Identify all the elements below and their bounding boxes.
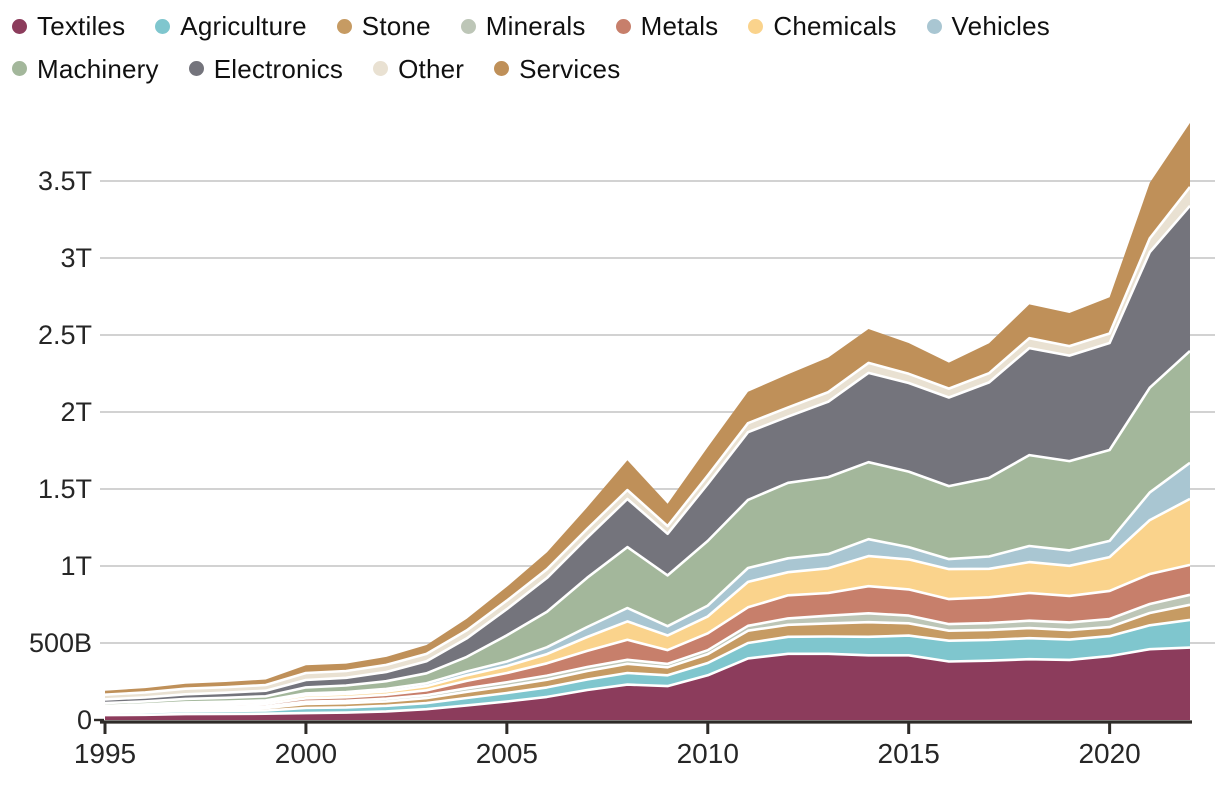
area-textiles	[105, 647, 1190, 720]
legend-item-metals[interactable]: Metals	[615, 11, 719, 41]
legend-item-chemicals[interactable]: Chemicals	[748, 12, 896, 41]
band-boundary	[104, 461, 1191, 708]
legend-dot-other	[373, 61, 389, 77]
y-tick-label-0: 0	[76, 705, 92, 735]
band-boundary	[104, 186, 1192, 696]
legend-dot-textiles	[12, 18, 27, 34]
legend-label: Minerals	[485, 11, 586, 41]
x-tick-label-2010: 2010	[676, 738, 739, 769]
legend-label: Services	[519, 53, 621, 84]
area-electronics	[105, 205, 1190, 704]
y-tick-label-3T: 3T	[60, 243, 92, 273]
legend-row-1: Textiles Agriculture Stone Minerals Metals Ch…	[12, 12, 1080, 41]
band-boundary	[104, 618, 1191, 715]
band-boundary	[104, 497, 1191, 708]
area-metals	[105, 564, 1190, 710]
band-boundary	[104, 603, 1191, 713]
legend: Textiles Agriculture Stone Minerals Metals Ch…	[12, 12, 1080, 97]
y-tick-label-1.5T: 1.5T	[37, 474, 92, 504]
legend-item-other[interactable]: Other	[373, 53, 465, 84]
legend-item-stone[interactable]: Stone	[336, 11, 431, 41]
legend-label: Stone	[361, 11, 431, 41]
band-boundary	[104, 646, 1191, 717]
area-machinery	[105, 350, 1190, 706]
legend-item-electronics[interactable]: Electronics	[188, 53, 344, 84]
y-tick-label-1T: 1T	[60, 551, 92, 581]
legend-item-services[interactable]: Services	[494, 53, 621, 84]
x-tick-label-2020: 2020	[1078, 738, 1141, 769]
legend-label: Textiles	[37, 11, 126, 41]
legend-item-textiles[interactable]: Textiles	[12, 12, 125, 41]
area-agriculture	[105, 619, 1190, 716]
legend-dot-services	[494, 61, 510, 77]
legend-label: Metals	[640, 11, 719, 41]
legend-label: Agriculture	[180, 11, 307, 41]
legend-label: Electronics	[213, 53, 344, 84]
legend-label: Vehicles	[951, 11, 1050, 41]
legend-dot-minerals	[460, 18, 476, 34]
band-boundary	[104, 204, 1191, 701]
legend-dot-metals	[615, 18, 631, 34]
legend-dot-electronics	[188, 61, 204, 77]
legend-label: Machinery	[37, 53, 159, 84]
legend-item-agriculture[interactable]: Agriculture	[155, 11, 307, 41]
y-tick-label-500B: 500B	[28, 628, 92, 658]
area-stone	[105, 604, 1190, 713]
legend-dot-stone	[336, 18, 352, 34]
y-tick-label-2T: 2T	[60, 397, 92, 427]
legend-dot-chemicals	[748, 18, 764, 34]
band-boundary	[104, 593, 1191, 712]
y-tick-label-3.5T: 3.5T	[37, 166, 92, 196]
legend-item-vehicles[interactable]: Vehicles	[926, 11, 1050, 41]
legend-item-machinery[interactable]: Machinery	[12, 53, 159, 84]
legend-label: Other	[398, 53, 465, 84]
legend-label: Chemicals	[773, 11, 897, 41]
legend-dot-machinery	[12, 61, 27, 77]
x-tick-label-2005: 2005	[475, 738, 538, 769]
x-tick-label-2015: 2015	[877, 738, 940, 769]
x-tick-label-1995: 1995	[73, 738, 137, 769]
band-boundary	[104, 563, 1191, 710]
legend-dot-vehicles	[926, 18, 942, 34]
band-boundary	[104, 349, 1191, 705]
legend-item-minerals[interactable]: Minerals	[460, 11, 586, 41]
y-tick-label-2.5T: 2.5T	[37, 320, 92, 350]
legend-row-2: Machinery Electronics Other Services	[12, 53, 1080, 84]
x-tick-label-2000: 2000	[274, 738, 338, 769]
legend-dot-agriculture	[155, 18, 171, 34]
